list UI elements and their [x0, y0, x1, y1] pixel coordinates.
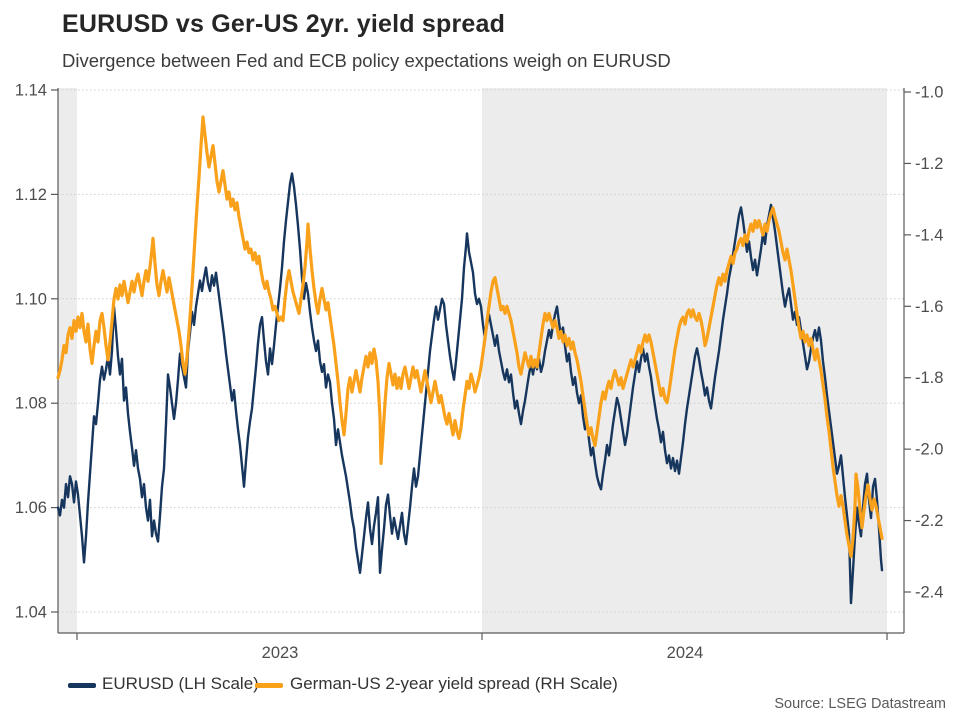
chart-legend: EURUSD (LH Scale) German-US 2-year yield…: [0, 672, 960, 698]
page-title: EURUSD vs Ger-US 2yr. yield spread: [62, 10, 506, 38]
legend-label: EURUSD (LH Scale): [102, 674, 259, 693]
legend-label: German-US 2-year yield spread (RH Scale): [290, 674, 618, 693]
eurusd-line-swatch: [68, 683, 96, 688]
source-attribution: Source: LSEG Datastream: [774, 696, 946, 712]
x-axis-year-label: 2023: [262, 644, 299, 662]
left-axis-tick-label: 1.12: [15, 186, 47, 204]
left-axis-tick-label: 1.14: [15, 82, 47, 100]
yield-spread-line: [56, 115, 884, 558]
left-axis-tick-label: 1.08: [15, 395, 47, 413]
right-axis-tick-label: -2.2: [915, 512, 943, 530]
right-axis-tick-label: -1.2: [915, 155, 943, 173]
left-axis-tick-label: 1.10: [15, 290, 47, 308]
chart-subtitle: Divergence between Fed and ECB policy ex…: [62, 50, 671, 71]
x-axis-year-label: 2024: [667, 644, 704, 662]
right-axis-tick-label: -1.6: [915, 298, 943, 316]
right-axis-tick-label: -1.4: [915, 226, 943, 244]
left-axis-tick-label: 1.04: [15, 604, 47, 622]
spread-line-swatch: [255, 683, 283, 688]
right-axis-tick-label: -2.0: [915, 441, 943, 459]
right-axis-tick-label: -1.0: [915, 84, 943, 102]
right-axis-tick-label: -1.8: [915, 369, 943, 387]
left-axis-tick-label: 1.06: [15, 499, 47, 517]
right-axis-tick-label: -2.4: [915, 584, 943, 602]
